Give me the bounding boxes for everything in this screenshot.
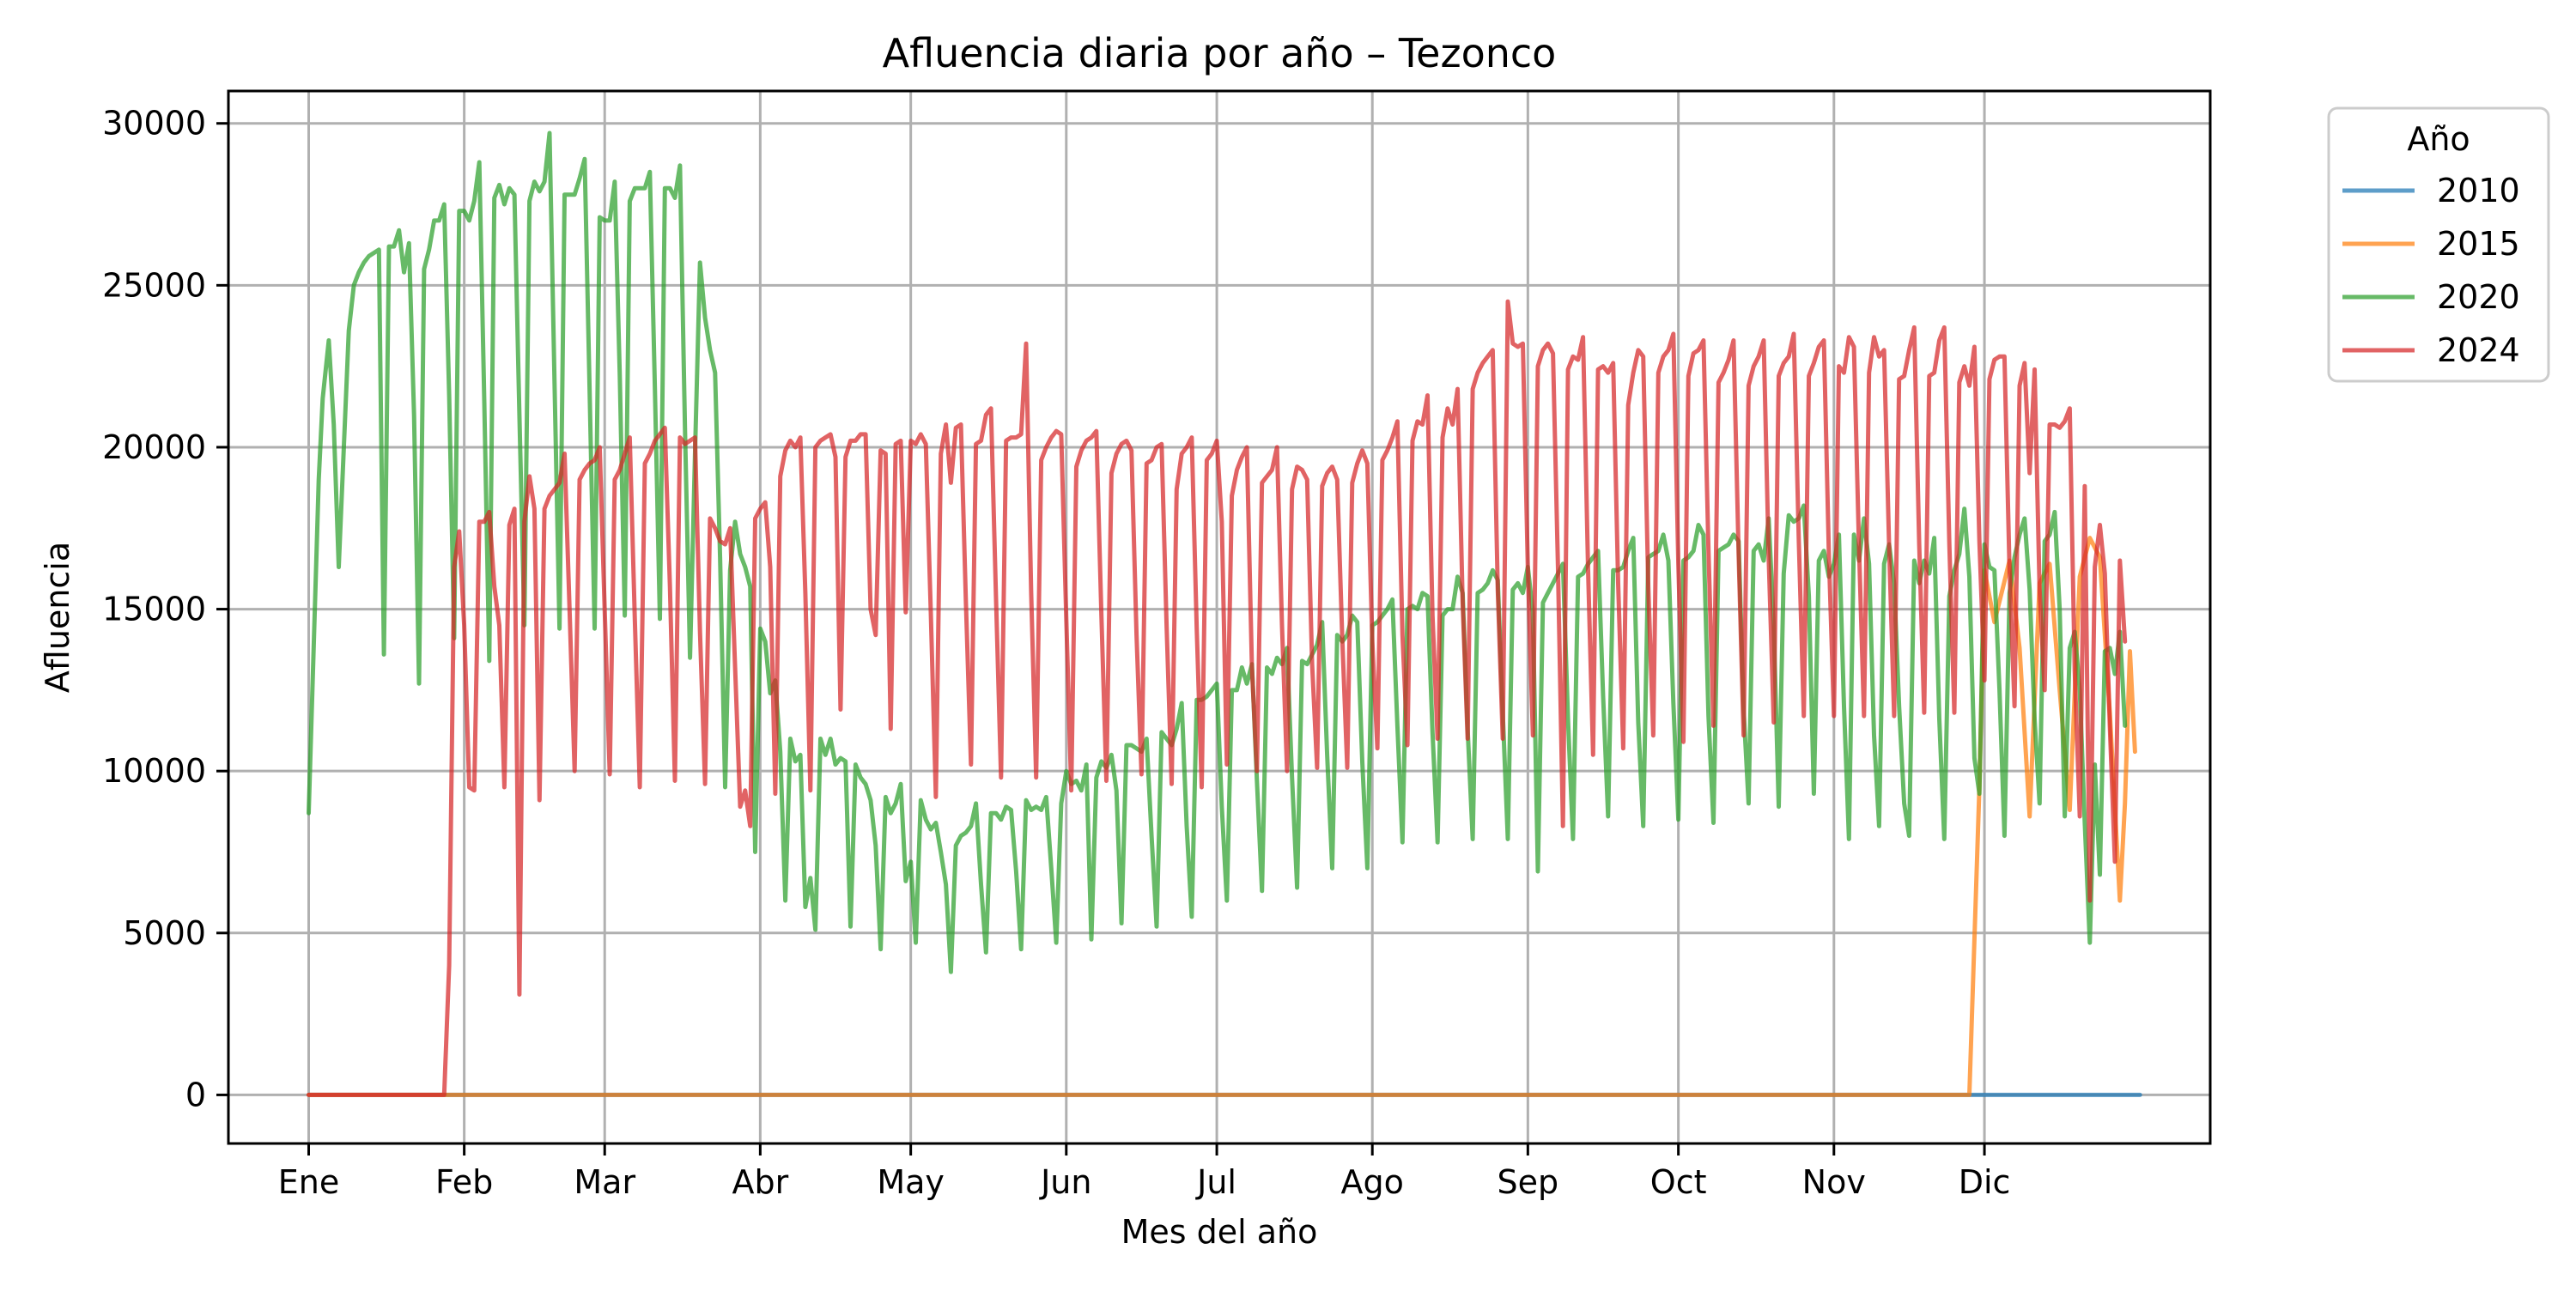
y-tick-label: 10000: [102, 752, 206, 790]
legend-box: [2327, 106, 2550, 383]
y-axis: 0 5000 10000 15000 20000 25000 30000: [102, 105, 228, 1113]
x-tick-label: Abr: [732, 1163, 788, 1201]
legend-label-2010: 2010: [2437, 172, 2520, 209]
y-tick-label: 20000: [102, 428, 206, 466]
x-tick-label: Sep: [1498, 1163, 1559, 1201]
x-tick-label: Ago: [1341, 1163, 1404, 1201]
y-tick-label: 25000: [102, 266, 206, 304]
x-tick-label: May: [877, 1163, 945, 1201]
legend[interactable]: Año 2010 2015 2020 2024: [2327, 106, 2550, 383]
y-tick-label: 15000: [102, 591, 206, 628]
x-tick-label: Feb: [435, 1163, 493, 1201]
legend-label-2020: 2020: [2437, 278, 2520, 316]
x-tick-label: Dic: [1959, 1163, 2011, 1201]
plot-frame: [227, 89, 2212, 1145]
y-tick-label: 5000: [123, 914, 206, 952]
x-tick-label: Mar: [574, 1163, 635, 1201]
x-tick-label: Oct: [1650, 1163, 1707, 1201]
chart-title: Afluencia diaria por año – Tezonco: [883, 30, 1557, 76]
x-tick-label: Jul: [1195, 1163, 1236, 1201]
x-axis-label: Mes del año: [1121, 1213, 1318, 1251]
y-tick-label: 30000: [102, 105, 206, 143]
legend-label-2015: 2015: [2437, 225, 2520, 263]
y-axis-label: Afluencia: [39, 542, 76, 693]
legend-title: Año: [2407, 120, 2470, 158]
x-tick-label: Jun: [1039, 1163, 1091, 1201]
x-tick-label: Ene: [278, 1163, 339, 1201]
series-line-2024: [307, 299, 2128, 1097]
x-axis: Ene Feb Mar Abr May Jun Jul Ago Sep Oct Nov Dic: [278, 1143, 2011, 1201]
legend-label-2024: 2024: [2437, 331, 2520, 369]
x-tick-label: Nov: [1802, 1163, 1866, 1201]
y-tick-label: 0: [185, 1076, 206, 1113]
series-layer: [307, 130, 2142, 1097]
series-line-2020: [307, 130, 2128, 974]
